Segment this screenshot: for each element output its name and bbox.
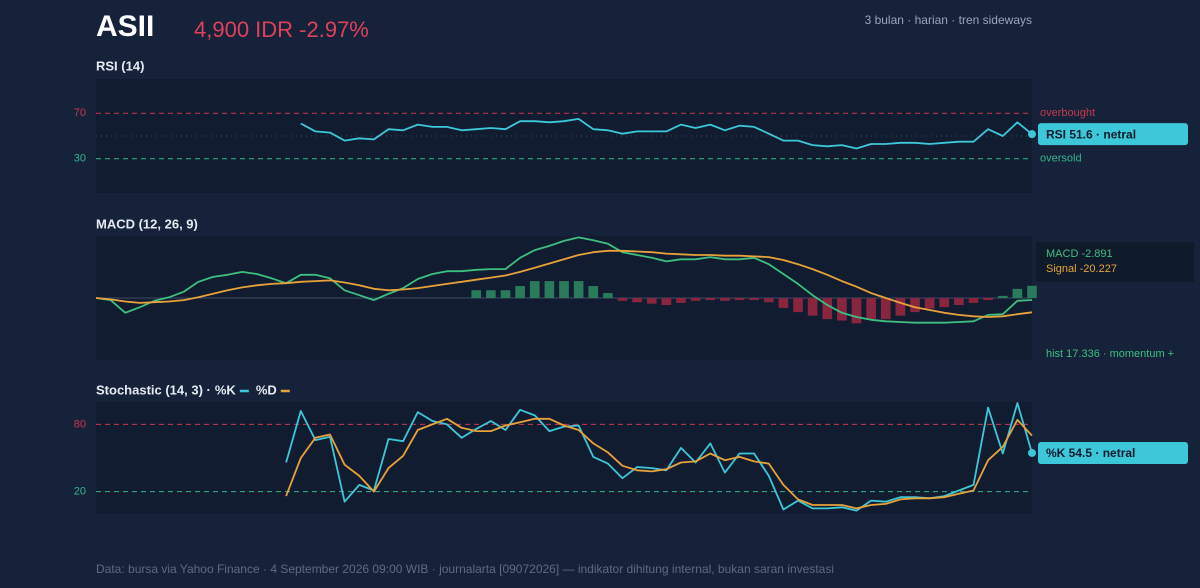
hist-bar [720, 298, 730, 301]
panel-title: Stochastic (14, 3) · [96, 382, 211, 397]
hist-bar [763, 298, 774, 303]
hist-bar [997, 295, 1008, 298]
hist-bar [749, 298, 759, 301]
series-line [95, 236, 1033, 324]
hist-bar [778, 298, 789, 308]
hist-bar [705, 298, 716, 301]
hist-bar [676, 298, 686, 303]
hist-bar [1027, 285, 1037, 298]
legend-label: %K [215, 382, 237, 397]
hist-bar [851, 298, 862, 324]
panel-title: MACD (12, 26, 9) [96, 216, 198, 231]
legend-label: %D [256, 382, 277, 397]
hist-bar [866, 298, 876, 320]
hist-bar [734, 298, 745, 301]
last-point [1028, 448, 1036, 457]
ticker: ASII [96, 10, 154, 43]
y-tick-label: 70 [74, 107, 86, 119]
hist-bar [588, 286, 599, 298]
subtitle: 3 bulan · harian · tren sideways [865, 13, 1032, 27]
hist-bar [822, 298, 833, 320]
hist-bar [983, 298, 993, 301]
series-line [95, 249, 1033, 318]
hist-bar [515, 286, 525, 298]
hist-bar [895, 298, 906, 316]
hist-bar [954, 298, 964, 306]
hist-bar [1012, 288, 1023, 298]
hist-bar [646, 298, 657, 304]
series-line [285, 417, 1033, 510]
hist-bar [632, 298, 642, 303]
hist-bar [617, 298, 628, 301]
series-line [300, 118, 1033, 150]
level-label: overbought [1040, 107, 1095, 119]
hist-bar [807, 298, 818, 316]
price: 4,900 IDR -2.97% [194, 17, 369, 42]
badge-text: %K 54.5 · netral [1046, 446, 1135, 460]
last-point [1028, 130, 1036, 139]
momentum-note: hist 17.336 · momentum + [1046, 348, 1174, 360]
info-box [1036, 242, 1194, 282]
hist-bar [924, 298, 935, 309]
info-text: Signal -20.227 [1046, 263, 1117, 275]
y-tick-label: 20 [74, 486, 86, 498]
hist-bar [471, 290, 482, 298]
badge-text: RSI 51.6 · netral [1046, 127, 1136, 141]
hist-bar [529, 281, 540, 298]
footer: Data: bursa via Yahoo Finance · 4 Septem… [96, 562, 834, 576]
hist-bar [793, 298, 803, 313]
hist-bar [500, 290, 511, 298]
hist-bar [690, 298, 701, 301]
badge-box [1038, 441, 1188, 464]
panel-title: RSI (14) [96, 58, 144, 73]
hist-bar [544, 281, 555, 298]
info-text: MACD -2.891 [1046, 248, 1113, 260]
level-label: oversold [1040, 153, 1082, 165]
hist-bar [939, 298, 950, 308]
hist-bar [910, 298, 920, 313]
y-tick-label: 30 [74, 153, 86, 165]
hist-bar [603, 293, 613, 298]
badge-box [1038, 123, 1188, 146]
hist-bar [559, 281, 569, 298]
y-tick-label: 80 [74, 418, 86, 430]
hist-bar [661, 298, 672, 306]
panel [96, 402, 1032, 514]
hist-bar [968, 298, 979, 303]
series-line [285, 402, 1033, 512]
hist-bar [880, 298, 891, 320]
hist-bar [573, 281, 584, 298]
hist-bar [486, 290, 496, 298]
hist-bar [837, 298, 847, 321]
